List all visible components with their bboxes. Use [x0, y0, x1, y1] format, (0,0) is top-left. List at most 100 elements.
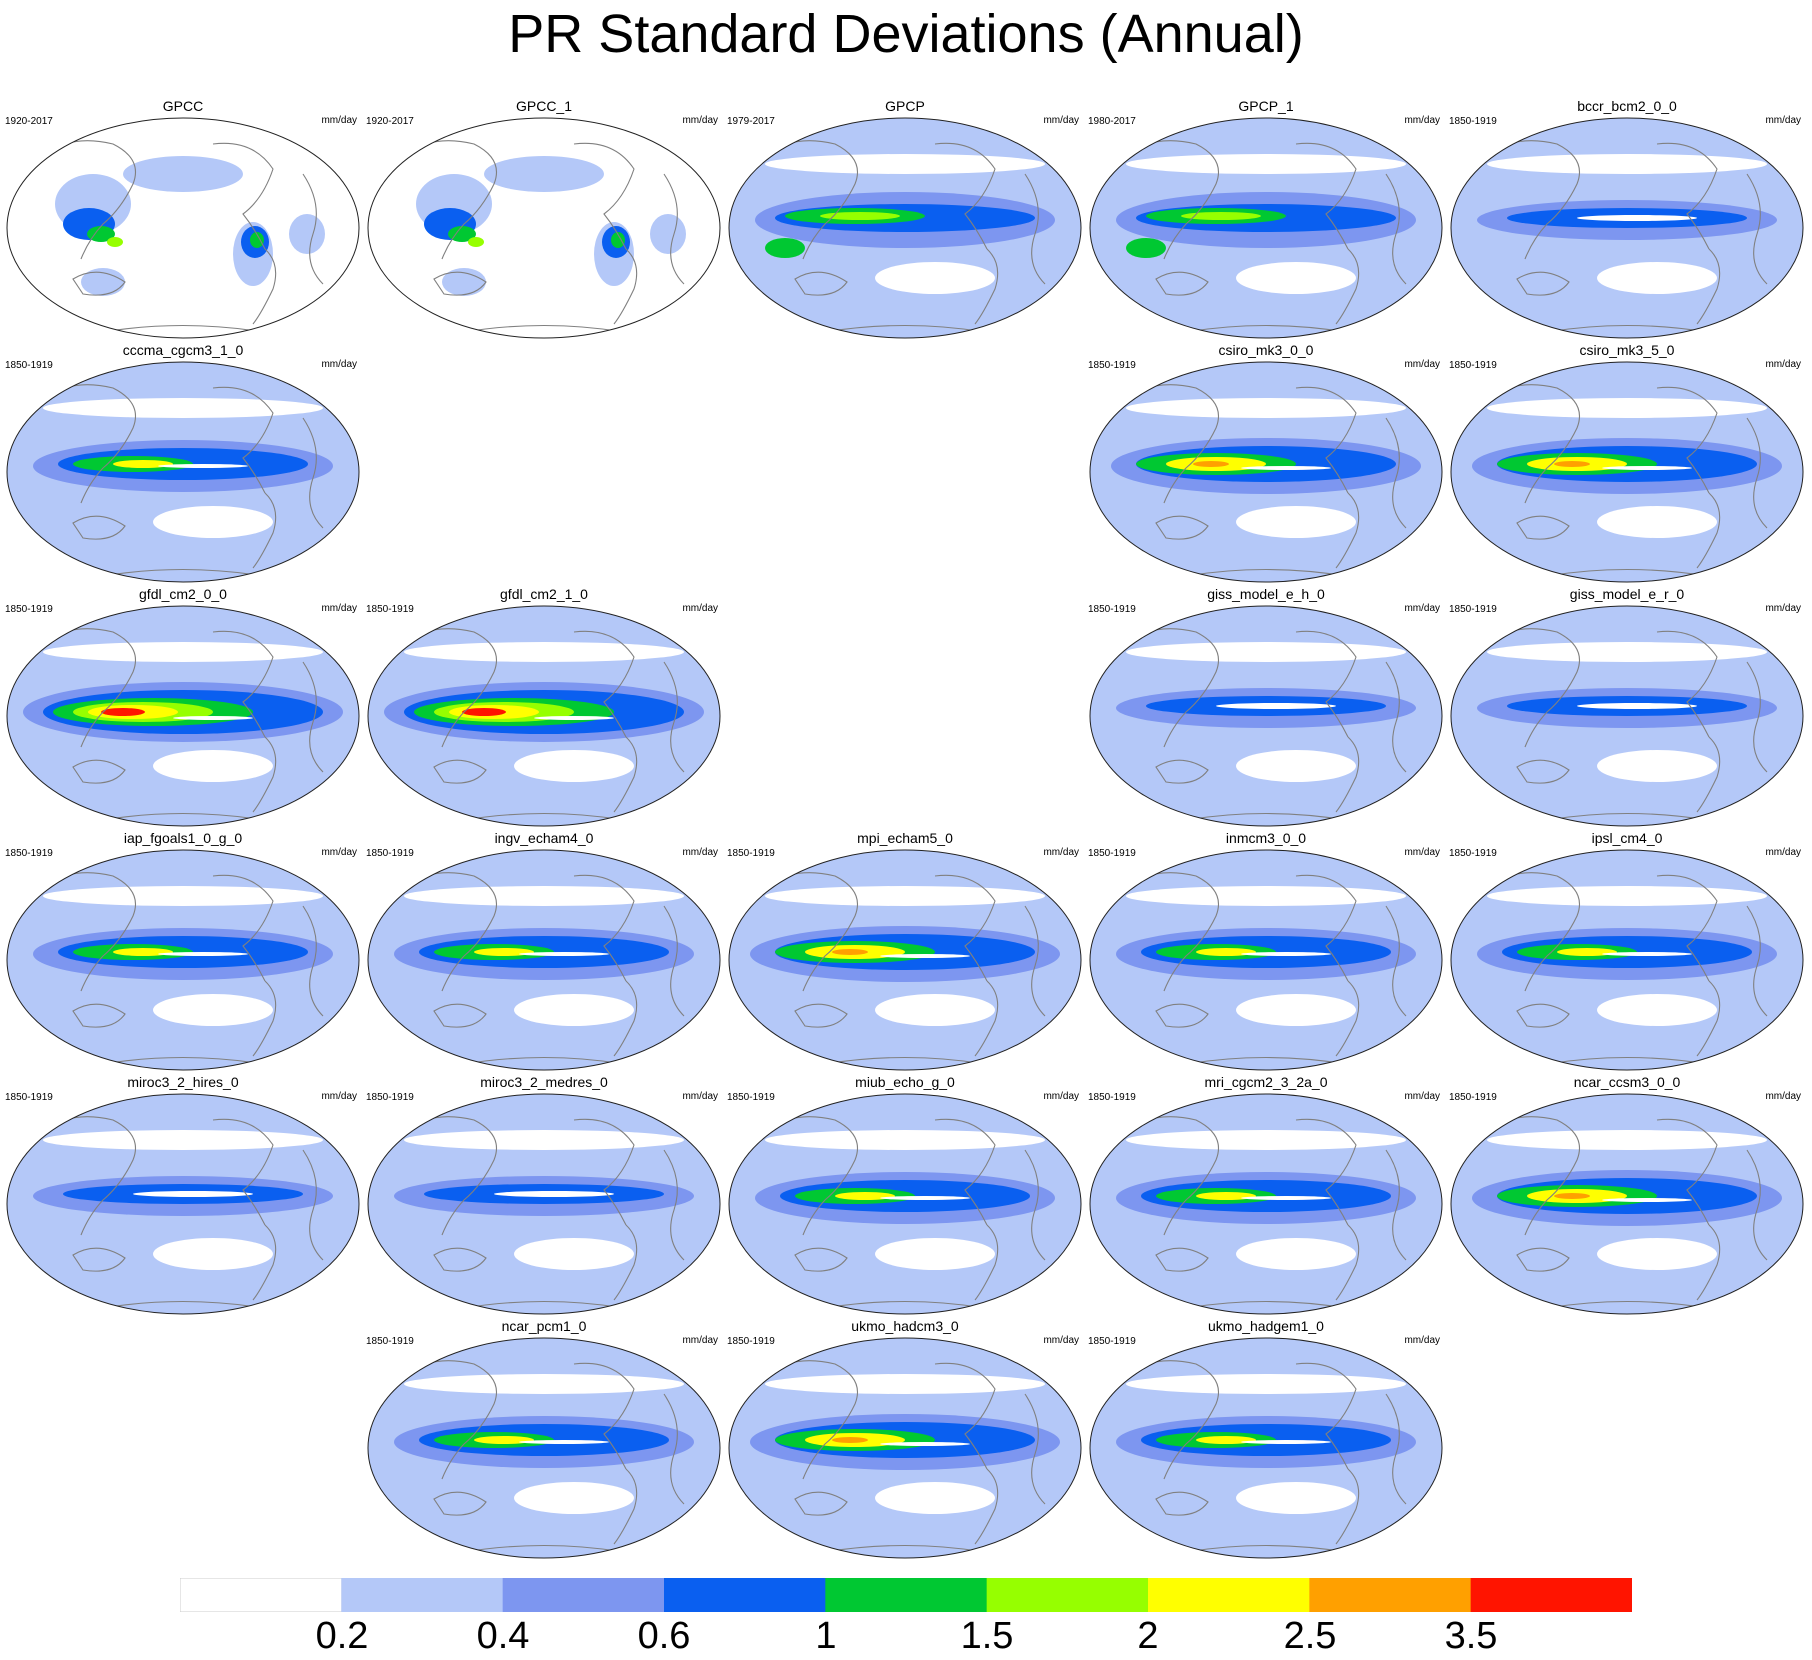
panel-units: mm/day	[1404, 1335, 1440, 1346]
contour-band	[1126, 886, 1406, 906]
colorbar-swatch	[1470, 1578, 1632, 1612]
coastline	[463, 1300, 625, 1309]
panel-units: mm/day	[1404, 1091, 1440, 1102]
contour-band	[880, 954, 970, 958]
coastlines	[403, 872, 685, 1065]
contour-band	[404, 886, 684, 906]
coastline	[974, 1468, 999, 1545]
map-panel: inmcm3_0_0 1850-1919 mm/day	[1086, 830, 1446, 1075]
panel-title: cccma_cgcm3_1_0	[122, 342, 244, 358]
map-outline	[367, 1093, 721, 1315]
panel-period: 1980-2017	[1088, 116, 1136, 127]
coastline	[794, 271, 848, 296]
coastline	[794, 1491, 848, 1516]
map-panel: GPCC 1920-2017 mm/day	[3, 98, 363, 343]
coastlines	[42, 1116, 324, 1309]
contour-band	[1126, 642, 1406, 662]
robinson-map	[1089, 361, 1443, 583]
map-outline	[1450, 1093, 1804, 1315]
coastline	[1546, 1300, 1708, 1309]
field-layers	[7, 362, 359, 582]
coastline	[1696, 980, 1721, 1057]
panel-title: gfdl_cm2_0_0	[139, 586, 227, 602]
coastline	[463, 324, 625, 333]
coastline	[42, 384, 137, 504]
contour-band	[880, 1196, 970, 1200]
contour-band	[1126, 154, 1406, 174]
coastline	[613, 736, 638, 813]
coastline	[1385, 173, 1407, 285]
robinson-map	[6, 605, 360, 827]
coastline	[934, 874, 996, 982]
coastline	[1546, 812, 1708, 821]
coastline	[403, 140, 498, 260]
coastline	[573, 630, 635, 738]
map-panel: ncar_pcm1_0 1850-1919 mm/day	[364, 1318, 724, 1563]
coastline	[663, 661, 685, 773]
contour-band	[1487, 154, 1767, 174]
robinson-map	[1089, 849, 1443, 1071]
robinson-map	[6, 117, 360, 339]
map-outline	[367, 849, 721, 1071]
contour-band	[650, 214, 686, 254]
coastline	[1155, 271, 1209, 296]
coastline	[102, 1300, 264, 1309]
panel-units: mm/day	[1043, 1091, 1079, 1102]
contour-band	[1554, 461, 1590, 467]
contour-band	[765, 1374, 1045, 1394]
contour-band	[875, 994, 995, 1026]
map-outline	[6, 605, 360, 827]
panel-units: mm/day	[1765, 1091, 1801, 1102]
coastline	[1335, 248, 1360, 325]
contour-band	[1241, 1196, 1331, 1200]
contour-band	[1126, 238, 1166, 258]
map-outline	[1089, 117, 1443, 339]
panel-units: mm/day	[1765, 115, 1801, 126]
coastline	[824, 1300, 986, 1309]
contour-band	[534, 716, 614, 720]
panel-title: ncar_pcm1_0	[501, 1318, 587, 1334]
coastline	[72, 1003, 126, 1028]
panel-period: 1850-1919	[1449, 1092, 1497, 1103]
coastline	[1696, 248, 1721, 325]
panel-units: mm/day	[1043, 847, 1079, 858]
map-outline	[1450, 849, 1804, 1071]
contour-band	[1236, 1482, 1356, 1514]
contour-band	[1241, 466, 1331, 470]
robinson-map	[1450, 1093, 1804, 1315]
contour-band	[404, 1130, 684, 1150]
coastline	[1155, 515, 1209, 540]
coastlines	[1486, 140, 1768, 333]
map-panel: ipsl_cm4_0 1850-1919 mm/day	[1447, 830, 1807, 1075]
map-panel: miroc3_2_medres_0 1850-1919 mm/day	[364, 1074, 724, 1319]
coastlines	[42, 384, 324, 577]
field-layers	[368, 1338, 720, 1558]
robinson-map	[6, 849, 360, 1071]
panel-units: mm/day	[682, 115, 718, 126]
panel-units: mm/day	[1765, 603, 1801, 614]
coastline	[1155, 1003, 1209, 1028]
panel-title: mri_cgcm2_3_2a_0	[1204, 1074, 1328, 1090]
coastline	[72, 515, 126, 540]
field-layers	[1090, 118, 1442, 338]
contour-band	[875, 1482, 995, 1514]
coastlines	[1125, 1116, 1407, 1309]
coastline	[974, 980, 999, 1057]
coastline	[1656, 874, 1718, 982]
panel-title: ukmo_hadgem1_0	[1208, 1318, 1324, 1334]
map-panel: iap_fgoals1_0_g_0 1850-1919 mm/day	[3, 830, 363, 1075]
contour-band	[1487, 1130, 1767, 1150]
contour-band	[1126, 398, 1406, 418]
coastline	[433, 1491, 487, 1516]
map-panel: ukmo_hadgem1_0 1850-1919 mm/day	[1086, 1318, 1446, 1563]
robinson-map	[1089, 117, 1443, 339]
contour-band	[43, 398, 323, 418]
contour-band	[133, 1191, 253, 1197]
contour-band	[158, 464, 248, 468]
coastline	[663, 1393, 685, 1505]
robinson-map	[728, 117, 1082, 339]
map-outline	[367, 605, 721, 827]
map-outline	[1450, 605, 1804, 827]
contour-band	[1577, 703, 1697, 709]
map-outline	[6, 117, 360, 339]
